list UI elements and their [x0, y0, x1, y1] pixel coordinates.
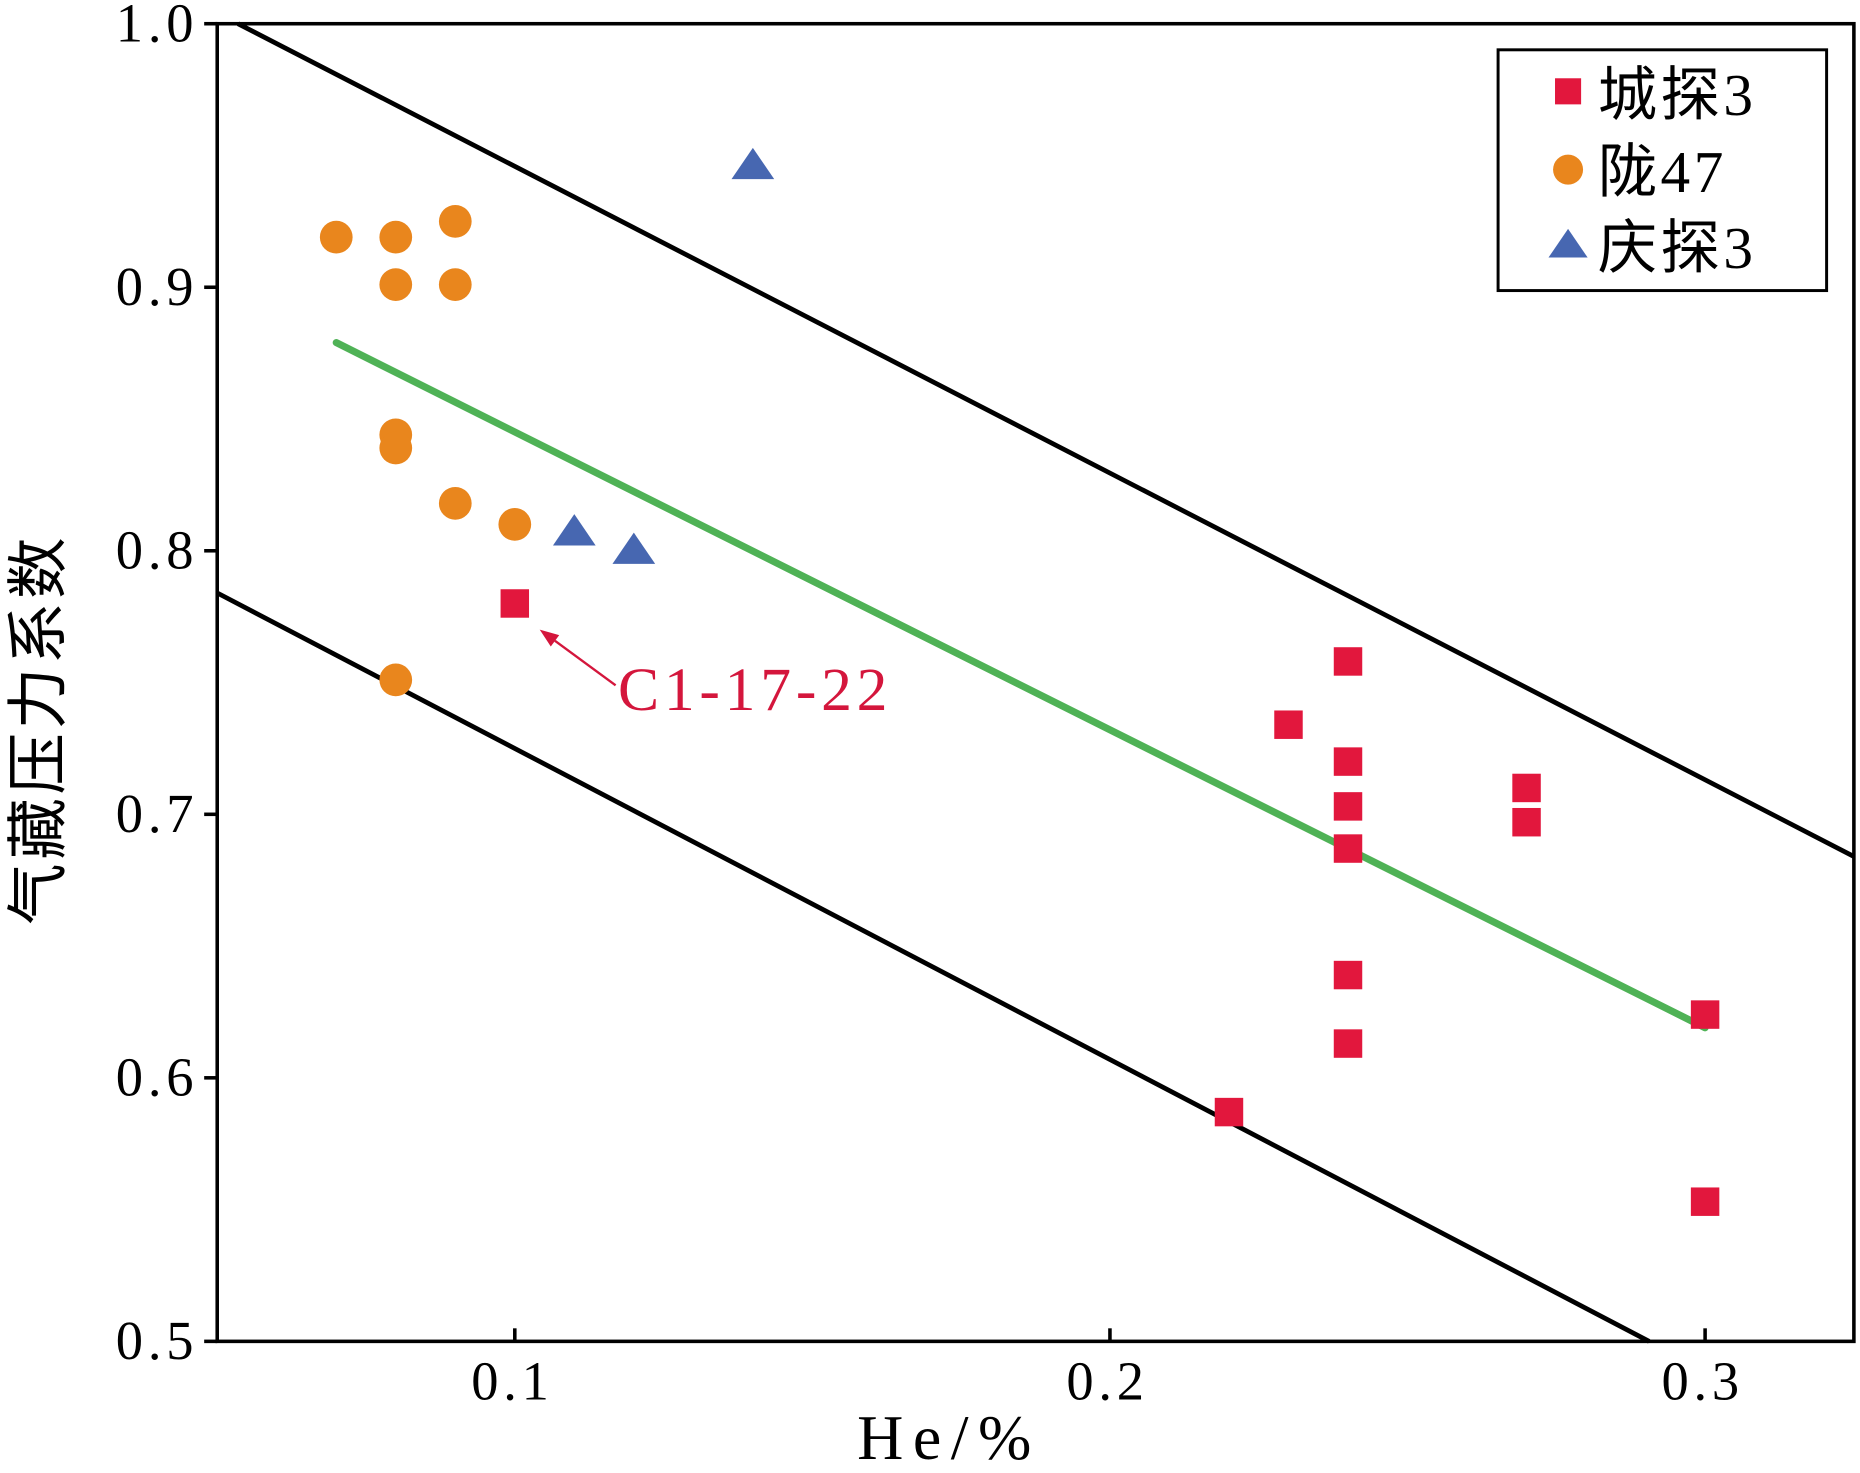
- legend: 城探3 陇47 庆探3: [1496, 48, 1829, 293]
- annotation-arrowhead: [539, 629, 560, 647]
- legend-label-qingtan3: 庆探3: [1598, 215, 1757, 281]
- annotation-arrow: [554, 639, 617, 687]
- square-point: [1690, 1000, 1720, 1029]
- circle-point: [498, 508, 532, 541]
- y-axis-title: 气藏压力系数: [5, 534, 73, 925]
- x-axis-title: He/%: [857, 1402, 1041, 1473]
- circle-point: [379, 431, 413, 465]
- square-point: [1333, 647, 1363, 676]
- square-point: [1214, 1097, 1244, 1127]
- square-point: [500, 589, 530, 618]
- reference-lines: [216, 21, 1855, 1344]
- square-point: [1333, 960, 1363, 990]
- square-point: [1333, 1029, 1363, 1058]
- square-point: [1512, 807, 1541, 837]
- legend-label-long47: 陇47: [1598, 139, 1727, 205]
- circle-point: [438, 268, 472, 301]
- y-tick-label: 0.5: [116, 1310, 198, 1371]
- triangle-point: [612, 532, 656, 564]
- square-point: [1333, 834, 1363, 863]
- data-points: [319, 147, 1720, 1216]
- legend-markers: [1548, 78, 1588, 258]
- plot-frame: [215, 21, 1856, 1344]
- legend-box: [1496, 48, 1829, 293]
- y-tick-label: 0.8: [116, 520, 198, 581]
- circle-point: [438, 204, 472, 238]
- y-tick-label: 0.9: [116, 256, 198, 317]
- square-point: [1690, 1187, 1720, 1216]
- square-point: [1512, 773, 1541, 803]
- legend-label-chengtan3: 城探3: [1598, 62, 1757, 128]
- trend-line: [332, 339, 1709, 1032]
- x-tick-label: 0.1: [471, 1350, 553, 1411]
- lower-boundary-line: [216, 590, 1651, 1344]
- y-tick-label: 0.6: [116, 1047, 198, 1108]
- square-point: [1333, 792, 1363, 821]
- x-tick-label: 0.3: [1662, 1350, 1744, 1411]
- y-tick-label: 1.0: [116, 0, 198, 54]
- axis-ticks: 0.5 0.6 0.7 0.8 0.9 1.0 0.1 0.2 0.3: [116, 0, 1744, 1411]
- legend-circle-marker: [1553, 154, 1584, 185]
- circle-point: [319, 220, 353, 254]
- triangle-point: [731, 147, 775, 180]
- annotation: C1-17-22: [539, 629, 892, 724]
- square-point: [1333, 747, 1363, 776]
- circle-point: [379, 220, 413, 254]
- upper-boundary-line: [236, 21, 1855, 859]
- circle-point: [438, 486, 472, 520]
- legend-triangle-marker: [1548, 228, 1588, 258]
- square-point: [1274, 710, 1303, 739]
- y-tick-label: 0.7: [116, 783, 198, 844]
- circle-point: [379, 663, 413, 697]
- annotation-label: C1-17-22: [618, 656, 892, 724]
- legend-square-marker: [1555, 78, 1582, 105]
- triangle-point: [552, 514, 596, 546]
- x-tick-label: 0.2: [1066, 1350, 1148, 1411]
- circle-point: [379, 268, 413, 301]
